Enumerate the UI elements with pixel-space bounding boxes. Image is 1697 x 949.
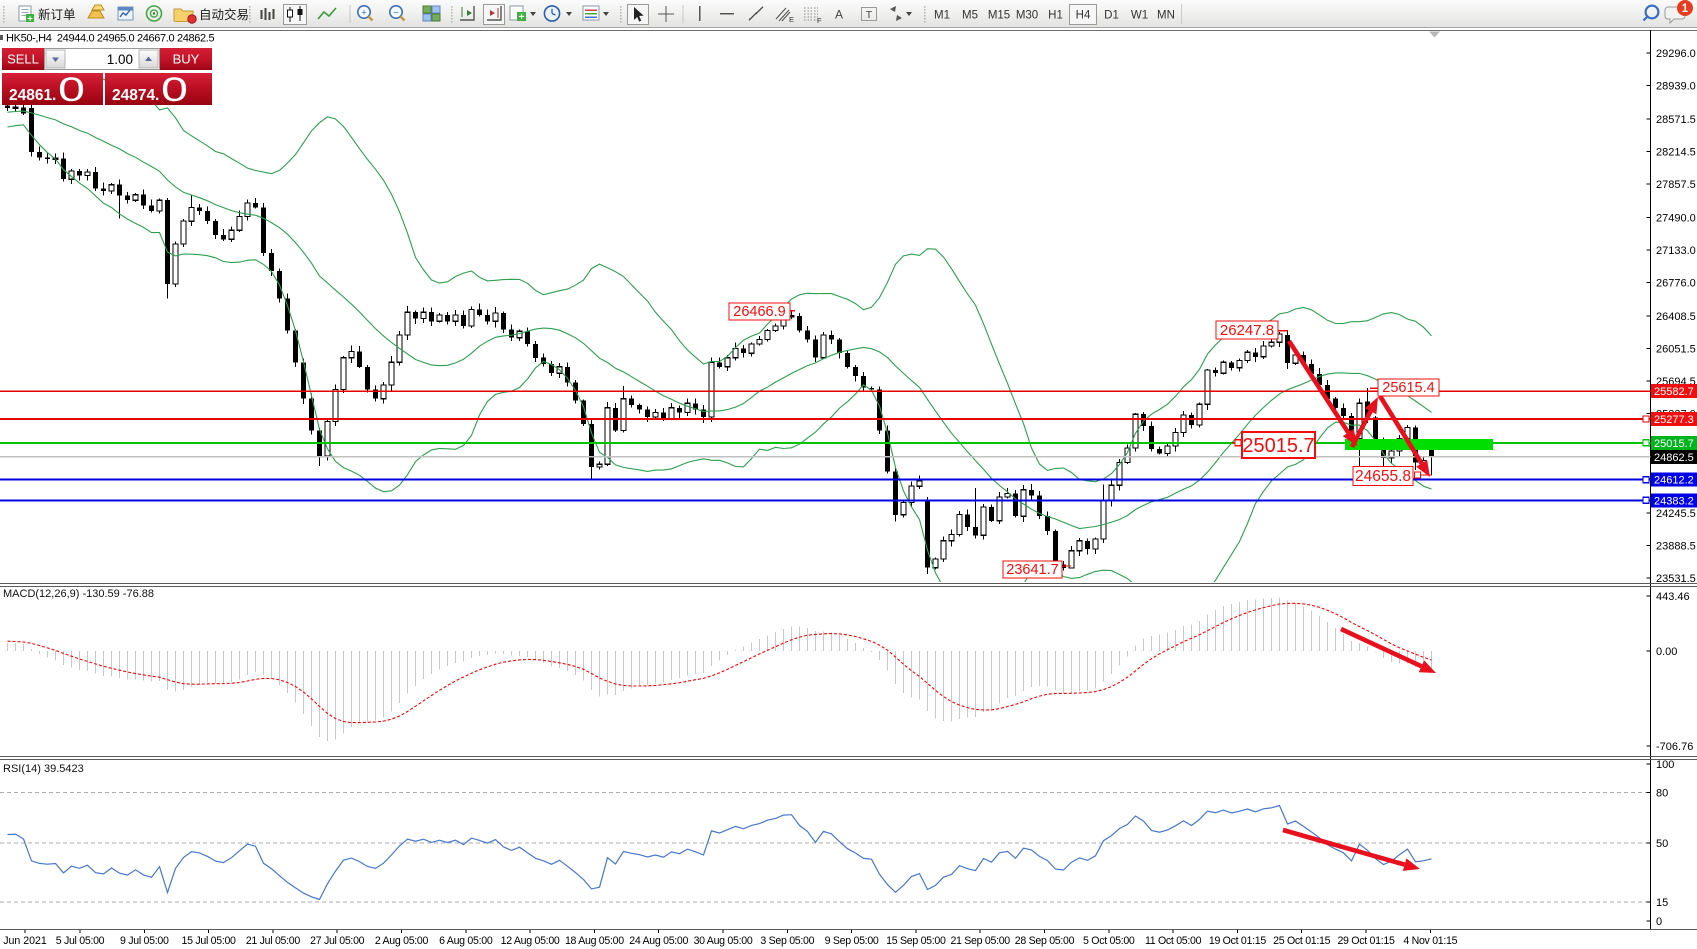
svg-text:21 Jul 05:00: 21 Jul 05:00: [246, 935, 301, 947]
svg-text:50: 50: [1656, 838, 1668, 850]
svg-text:26408.5: 26408.5: [1656, 311, 1696, 323]
svg-text:MN: MN: [1157, 10, 1175, 22]
svg-text:100: 100: [1656, 759, 1674, 771]
svg-text:25 Oct 01:15: 25 Oct 01:15: [1273, 935, 1330, 947]
svg-text:25615.4: 25615.4: [1382, 380, 1434, 396]
svg-text:3 Sep 05:00: 3 Sep 05:00: [760, 935, 814, 947]
svg-text:1.00: 1.00: [107, 52, 133, 67]
svg-text:15 Jul 05:00: 15 Jul 05:00: [182, 935, 237, 947]
svg-text:M15: M15: [988, 10, 1010, 22]
svg-text:5 Oct 05:00: 5 Oct 05:00: [1083, 935, 1135, 947]
svg-text:18 Aug 05:00: 18 Aug 05:00: [565, 935, 624, 947]
svg-text:M5: M5: [962, 10, 978, 22]
svg-text:T: T: [866, 9, 873, 21]
svg-text:+: +: [519, 12, 525, 23]
svg-text:12 Aug 05:00: 12 Aug 05:00: [501, 935, 560, 947]
svg-text:24862.5: 24862.5: [1654, 452, 1694, 464]
svg-text:M30: M30: [1016, 10, 1038, 22]
svg-text:2 Aug 05:00: 2 Aug 05:00: [375, 935, 429, 947]
svg-text:24655.8: 24655.8: [1355, 468, 1411, 485]
svg-text:29 Oct 01:15: 29 Oct 01:15: [1337, 935, 1394, 947]
svg-text:HK50-,H4 24944.0 24965.0 2466: HK50-,H4 24944.0 24965.0 24667.0 24862.5: [6, 33, 215, 45]
svg-text:23641.7: 23641.7: [1006, 562, 1058, 578]
svg-text:MACD(12,26,9) -130.59 -76.88: MACD(12,26,9) -130.59 -76.88: [3, 588, 154, 600]
svg-text:E: E: [789, 15, 794, 24]
svg-text:.: .: [52, 87, 56, 104]
svg-text:28939.0: 28939.0: [1656, 81, 1696, 93]
svg-text:9 Jul 05:00: 9 Jul 05:00: [120, 935, 169, 947]
svg-text:21 Sep 05:00: 21 Sep 05:00: [950, 935, 1010, 947]
svg-text:24 Aug 05:00: 24 Aug 05:00: [629, 935, 688, 947]
svg-text:19 Oct 01:15: 19 Oct 01:15: [1209, 935, 1266, 947]
svg-text:27133.0: 27133.0: [1656, 245, 1696, 257]
svg-text:24874: 24874: [112, 87, 155, 104]
svg-text:24861: 24861: [9, 87, 52, 104]
svg-text:SELL: SELL: [7, 52, 39, 67]
svg-text:15: 15: [1656, 897, 1668, 909]
svg-text:26776.0: 26776.0: [1656, 278, 1696, 290]
svg-text:443.46: 443.46: [1656, 591, 1690, 603]
svg-text:自动交易: 自动交易: [199, 7, 249, 22]
svg-text:24383.2: 24383.2: [1654, 495, 1694, 507]
svg-text:28214.5: 28214.5: [1656, 147, 1696, 159]
svg-text:11 Oct 05:00: 11 Oct 05:00: [1145, 935, 1202, 947]
svg-text:15 Sep 05:00: 15 Sep 05:00: [886, 935, 946, 947]
svg-text:+: +: [27, 13, 33, 24]
svg-text:M1: M1: [934, 10, 950, 22]
svg-text:23888.5: 23888.5: [1656, 541, 1696, 553]
svg-text:4 Nov 01:15: 4 Nov 01:15: [1403, 935, 1457, 947]
svg-text:25015.7: 25015.7: [1242, 435, 1314, 457]
svg-text:26466.9: 26466.9: [733, 304, 785, 320]
svg-text:0: 0: [58, 71, 85, 109]
svg-text:23531.5: 23531.5: [1656, 573, 1696, 585]
svg-text:9 Sep 05:00: 9 Sep 05:00: [825, 935, 879, 947]
svg-text:26051.5: 26051.5: [1656, 344, 1696, 356]
svg-text:+: +: [361, 7, 367, 18]
svg-text:W1: W1: [1131, 10, 1148, 22]
svg-text:D1: D1: [1104, 10, 1119, 22]
svg-text:25277.3: 25277.3: [1654, 414, 1694, 426]
svg-text:0: 0: [1656, 916, 1662, 928]
svg-text:27857.5: 27857.5: [1656, 179, 1696, 191]
svg-text:25015.7: 25015.7: [1654, 438, 1694, 450]
svg-text:Jun 2021: Jun 2021: [3, 935, 47, 947]
svg-text:5 Jul 05:00: 5 Jul 05:00: [56, 935, 105, 947]
svg-text:H1: H1: [1048, 10, 1063, 22]
svg-text:0: 0: [161, 71, 188, 109]
svg-text:26247.8: 26247.8: [1220, 322, 1274, 339]
svg-text:.: .: [155, 87, 159, 104]
svg-text:新订单: 新订单: [38, 7, 76, 22]
svg-text:BUY: BUY: [173, 52, 200, 67]
svg-text:27 Jul 05:00: 27 Jul 05:00: [310, 935, 365, 947]
svg-text:80: 80: [1656, 787, 1668, 799]
svg-text:F: F: [817, 16, 822, 25]
svg-text:29296.0: 29296.0: [1656, 48, 1696, 60]
svg-text:1: 1: [1682, 3, 1689, 15]
svg-text:28571.5: 28571.5: [1656, 114, 1696, 126]
svg-text:30 Aug 05:00: 30 Aug 05:00: [694, 935, 753, 947]
svg-text:RSI(14) 39.5423: RSI(14) 39.5423: [3, 763, 84, 775]
svg-text:24612.2: 24612.2: [1654, 475, 1694, 487]
svg-text:H4: H4: [1076, 10, 1091, 22]
svg-text:25582.7: 25582.7: [1654, 386, 1694, 398]
svg-text:−: −: [393, 7, 399, 18]
svg-text:27490.0: 27490.0: [1656, 213, 1696, 225]
svg-text:-706.76: -706.76: [1656, 741, 1693, 753]
svg-text:0.00: 0.00: [1656, 646, 1677, 658]
svg-text:A: A: [835, 8, 843, 22]
svg-text:28 Sep 05:00: 28 Sep 05:00: [1015, 935, 1075, 947]
svg-text:6 Aug 05:00: 6 Aug 05:00: [439, 935, 493, 947]
svg-text:24245.5: 24245.5: [1656, 508, 1696, 520]
